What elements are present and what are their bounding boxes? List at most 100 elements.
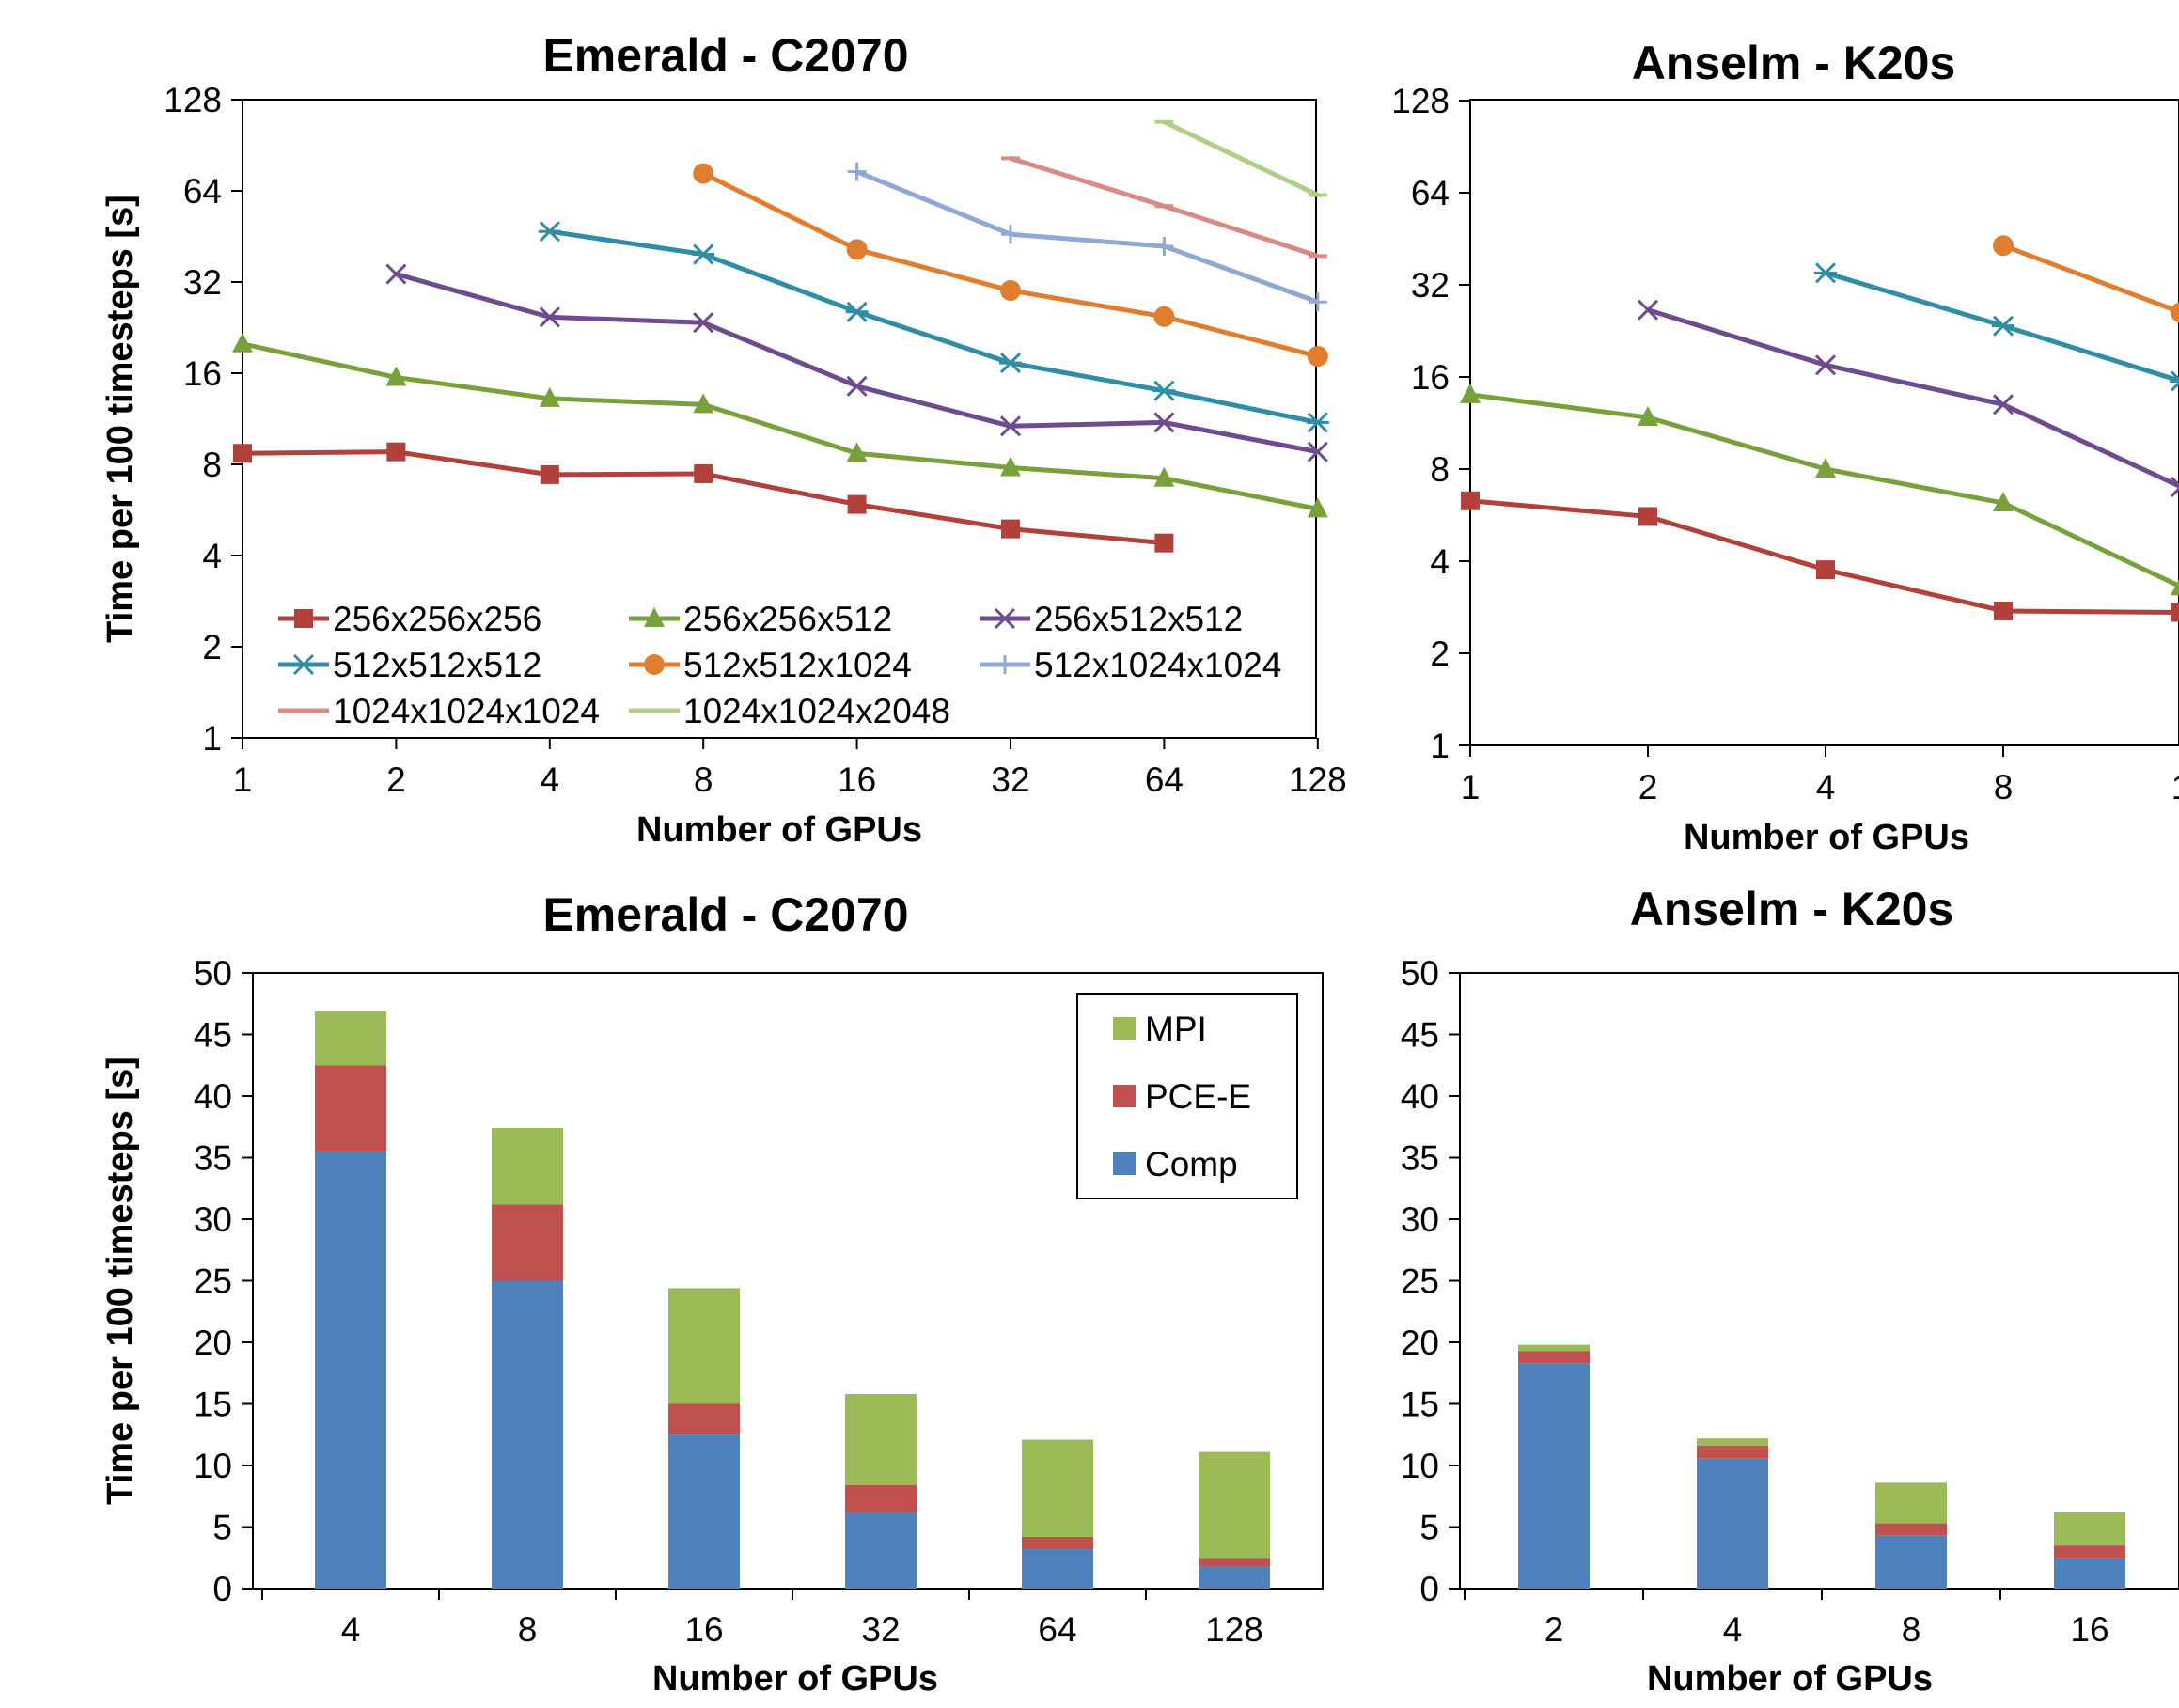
bar-MPI-8	[1875, 1482, 1947, 1524]
line-chart-0: 1 2 4 8 16 32 64 128 1 2 4 8 16 32 64 128 Emerald - C207…	[101, 29, 1347, 850]
x-tick-label: 4	[541, 760, 560, 799]
y-tick-label: 25	[1401, 1262, 1439, 1301]
y-tick-label: 2	[202, 628, 222, 666]
data-point	[1001, 519, 1020, 539]
y-tick-label: 5	[212, 1509, 232, 1547]
x-tick-label: 32	[991, 760, 1029, 799]
legend-marker	[644, 654, 665, 675]
bar-Comp-8	[1875, 1535, 1947, 1589]
data-point	[385, 366, 407, 386]
legend-swatch	[1113, 1085, 1136, 1107]
legend-swatch	[1113, 1017, 1136, 1040]
data-point	[846, 375, 868, 397]
y-tick-label: 5	[1419, 1509, 1439, 1547]
data-point	[233, 444, 252, 463]
x-tick-label: 1	[233, 760, 253, 799]
data-point	[1308, 292, 1327, 312]
data-point	[1814, 262, 1837, 284]
data-point	[385, 263, 407, 285]
data-point	[846, 239, 868, 260]
data-point	[693, 393, 714, 414]
y-tick-label: 30	[194, 1200, 232, 1239]
y-tick-label: 20	[194, 1324, 232, 1362]
series-line	[1469, 498, 2179, 616]
x-tick-label: 16	[2070, 1610, 2108, 1649]
data-point	[1993, 492, 2014, 512]
y-tick-label: 50	[194, 954, 232, 993]
bar-PCE-E-128	[1199, 1558, 1270, 1567]
data-point	[1992, 315, 2014, 337]
y-tick-label: 8	[202, 446, 222, 484]
bar-Comp-8	[492, 1280, 563, 1589]
y-tick-label: 0	[1419, 1570, 1439, 1608]
bar-Comp-4	[1697, 1458, 1768, 1589]
series-line	[242, 341, 1319, 511]
series-line	[2002, 243, 2179, 315]
legend-label: Comp	[1145, 1145, 1238, 1183]
x-tick-label: 64	[1145, 760, 1184, 799]
bar-MPI-4	[315, 1011, 386, 1066]
bar-MPI-16	[2054, 1512, 2125, 1546]
bar-Comp-16	[668, 1434, 740, 1589]
data-point	[2170, 370, 2179, 392]
data-point	[1307, 441, 1328, 462]
y-tick-label: 45	[194, 1016, 232, 1055]
data-point	[538, 221, 561, 243]
series-line	[1163, 119, 1319, 197]
y-tick-label: 16	[183, 354, 222, 393]
legend-label: 512x512x512	[333, 646, 541, 684]
bar-PCE-E-4	[315, 1065, 386, 1152]
series-line	[702, 171, 1319, 359]
data-point	[1460, 383, 1481, 403]
series-line	[1469, 392, 2179, 589]
legend-swatch	[1113, 1152, 1136, 1175]
series-256x256x512	[232, 332, 1328, 518]
data-point	[1637, 299, 1659, 321]
y-tick-label: 15	[1401, 1386, 1439, 1424]
data-point	[540, 464, 559, 484]
data-point	[232, 332, 253, 353]
x-tick-label: 4	[1816, 768, 1836, 807]
y-tick-label: 128	[1391, 82, 1450, 120]
legend-marker	[994, 607, 1016, 630]
data-point	[1638, 507, 1657, 526]
legend-marker	[292, 653, 315, 676]
bar-PCE-E-64	[1022, 1536, 1093, 1550]
plot-area-border	[242, 99, 1317, 739]
bar-MPI-32	[845, 1394, 917, 1485]
data-point	[1994, 601, 2013, 620]
chart-title: Anselm - K20s	[1632, 37, 1956, 89]
data-point	[846, 442, 868, 462]
y-tick-label: 10	[1401, 1447, 1439, 1485]
data-point	[1152, 380, 1176, 401]
series-line	[549, 228, 1319, 425]
bar-Comp-4	[315, 1151, 386, 1589]
data-point	[2170, 476, 2179, 497]
data-point	[1153, 306, 1175, 327]
bar-PCE-E-16	[668, 1403, 740, 1435]
data-point	[1816, 560, 1835, 580]
data-point	[1154, 236, 1174, 256]
data-point	[1000, 280, 1021, 302]
data-point	[1306, 412, 1329, 433]
legend-label: 1024x1024x2048	[683, 692, 950, 730]
y-tick-label: 4	[1430, 542, 1450, 581]
y-tick-label: 40	[1401, 1077, 1439, 1116]
x-tick-label: 16	[684, 1610, 723, 1649]
legend: 256x256x256 256x256x512 256x512x512 512x512…	[278, 600, 1281, 730]
x-tick-label: 128	[1205, 1610, 1263, 1649]
bar-PCE-E-32	[845, 1484, 917, 1512]
x-tick-label: 64	[1038, 1610, 1076, 1649]
data-point	[999, 353, 1022, 374]
x-tick-label: 8	[1902, 1610, 1921, 1649]
legend: MPI PCE-E Comp	[1076, 993, 1298, 1199]
y-tick-label: 2	[1430, 635, 1450, 673]
bar-MPI-4	[1697, 1438, 1768, 1447]
legend-label: 512x1024x1024	[1034, 646, 1281, 684]
bar-Comp-16	[2054, 1558, 2125, 1589]
legend-marker	[294, 609, 313, 628]
bar-MPI-16	[668, 1288, 740, 1404]
bar-PCE-E-8	[1875, 1523, 1947, 1536]
bar-chart-2: 0 5 10 15 20 25 30 35 40 45 50 4 8 16 32 64 128 Emerald -…	[101, 888, 1324, 1699]
